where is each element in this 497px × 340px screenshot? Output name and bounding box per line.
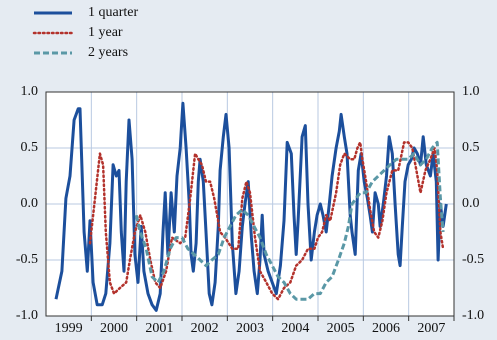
y-tick-label: 0.5 [21,140,39,155]
x-tick-label: 2004 [281,321,309,336]
y-tick-label: 0.0 [21,196,39,211]
y-tick-label: 1.0 [21,84,39,99]
series-line [134,140,445,301]
y2-tick-label: 1.0 [462,84,480,99]
x-tick-label: 2002 [191,321,219,336]
legend-label: 1 quarter [88,5,138,20]
y2-tick-label: 0.5 [462,140,480,155]
series-line [88,141,445,301]
x-tick-label: 2003 [236,321,264,336]
x-tick-label: 2000 [100,321,128,336]
legend-label: 1 year [88,25,123,40]
y2-tick-label: 0.0 [462,196,480,211]
legend-label: 2 years [88,45,128,60]
x-tick-label: 2005 [327,321,355,336]
y-tick-label: -0.5 [16,252,38,267]
series-line [54,101,448,312]
x-tick-label: 2006 [372,321,400,336]
y-tick-label: -1.0 [16,308,38,323]
plot-frame [45,91,455,317]
x-tick-label: 2001 [145,321,173,336]
y2-tick-label: -0.5 [462,252,484,267]
x-tick-label: 2007 [417,321,445,336]
y2-tick-label: -1.0 [462,308,484,323]
x-tick-label: 1999 [55,321,83,336]
